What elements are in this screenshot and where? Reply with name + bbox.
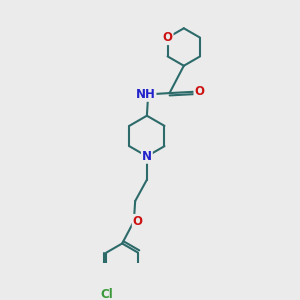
Text: O: O xyxy=(163,31,172,44)
Text: N: N xyxy=(142,150,152,163)
Text: Cl: Cl xyxy=(100,288,113,300)
Text: O: O xyxy=(133,215,143,228)
Text: NH: NH xyxy=(136,88,155,101)
Text: O: O xyxy=(194,85,204,98)
